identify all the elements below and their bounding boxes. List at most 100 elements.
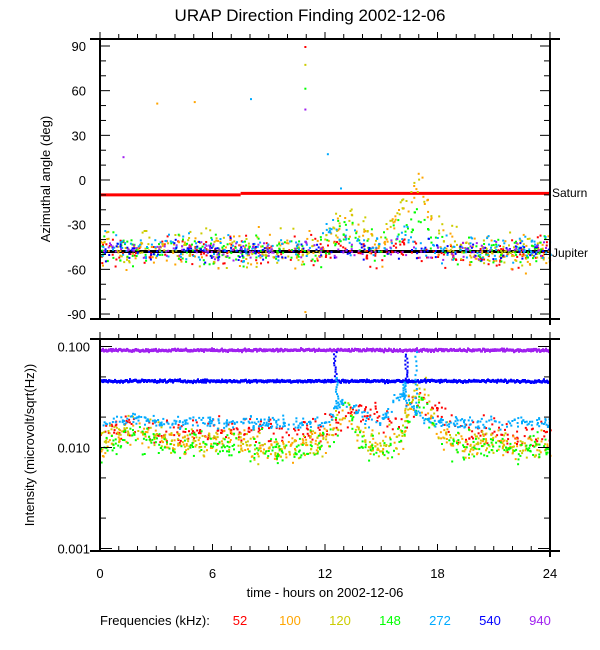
intensity-point-100 [384,435,387,438]
azimuth-point-148 [387,252,390,255]
intensity-point-148 [431,421,434,424]
intensity-point-148 [361,435,364,438]
intensity-point-272 [275,420,278,422]
intensity-point-148 [528,444,531,447]
intensity-point-272 [524,421,526,424]
azimuth-point-100 [101,241,104,244]
azimuth-point-540 [472,243,475,246]
azimuth-point-540 [261,249,264,251]
azimuth-point-940 [437,246,440,249]
intensity-point-148 [517,458,520,461]
intensity-burst-540 [406,369,409,372]
azimuth-point-272 [533,240,536,243]
intensity-point-272 [338,403,341,406]
azimuth-point-940 [111,245,114,248]
azimuth-point-940 [350,243,353,246]
azimuth-point-272 [219,238,222,240]
intensity-point-148 [329,428,332,431]
intensity-point-148 [428,426,431,429]
intensity-point-540 [197,378,199,382]
azimuth-point-940 [114,250,117,253]
intensity-point-540 [201,380,203,384]
intensity-point-120 [338,418,341,421]
azimuth-point-272 [297,248,300,251]
intensity-point-148 [517,453,520,456]
intensity-point-52 [111,425,114,428]
azimuth-point-148 [410,218,413,221]
azimuth-point-52 [365,257,368,260]
intensity-point-120 [109,424,112,427]
intensity-point-148 [498,445,501,448]
intensity-burst-540 [406,361,409,364]
azimuth-point-100 [119,250,122,252]
intensity-point-272 [428,420,431,423]
azimuth-point-100 [228,242,231,245]
intensity-point-272 [414,412,417,414]
intensity-point-272 [546,426,549,428]
azimuth-point-272 [241,240,244,243]
intensity-point-272 [106,423,108,426]
azimuth-y-tick-label: -60 [67,262,86,277]
intensity-point-272 [405,399,408,402]
intensity-point-52 [269,439,272,442]
intensity-point-100 [469,450,472,453]
intensity-point-272 [261,423,264,426]
intensity-point-100 [210,443,213,446]
intensity-point-52 [376,416,379,419]
azimuth-point-540 [128,256,131,259]
intensity-point-148 [421,398,424,401]
intensity-point-148 [145,438,148,441]
intensity-point-148 [146,427,149,430]
intensity-point-148 [157,452,160,454]
intensity-point-148 [192,446,194,448]
intensity-point-148 [513,449,516,452]
intensity-point-120 [413,389,416,392]
intensity-point-272 [455,417,458,420]
intensity-point-272 [419,414,422,417]
azimuth-point-148 [244,240,246,243]
intensity-point-100 [435,432,438,435]
intensity-point-272 [144,416,147,419]
azimuth-point-272 [357,238,360,241]
intensity-point-52 [311,438,314,441]
intensity-point-148 [219,450,221,453]
azimuth-point-100 [147,249,150,252]
azimuth-point-540 [317,246,320,249]
azimuth-point-272 [146,246,148,248]
azimuth-outlier-52 [304,46,307,48]
intensity-point-148 [114,438,117,441]
intensity-point-148 [238,451,240,454]
intensity-point-100 [323,427,326,430]
intensity-point-120 [316,436,319,439]
intensity-point-148 [163,438,166,441]
intensity-point-148 [487,443,490,446]
intensity-point-272 [426,418,429,420]
azimuth-point-272 [115,234,118,237]
azimuth-point-120 [416,191,419,193]
intensity-burst-272 [403,396,406,399]
intensity-point-100 [410,408,413,410]
intensity-burst-272 [336,383,339,386]
azimuth-point-148 [191,249,194,252]
intensity-point-120 [176,438,179,441]
intensity-point-52 [496,434,499,437]
azimuth-point-940 [246,248,249,251]
intensity-point-148 [360,445,363,448]
azimuth-point-540 [315,248,318,251]
azimuth-point-272 [295,245,298,248]
azimuth-point-272 [487,235,490,238]
azimuth-point-120 [509,252,512,254]
azimuth-point-148 [201,245,204,248]
intensity-point-148 [253,453,256,455]
azimuth-point-272 [354,229,356,232]
intensity-point-100 [382,452,384,455]
azimuth-point-272 [121,247,124,249]
azimuth-point-100 [525,244,528,247]
intensity-point-120 [534,444,537,447]
azimuth-point-272 [112,248,114,251]
intensity-point-100 [326,441,329,444]
azimuth-point-148 [122,239,125,242]
azimuth-point-940 [132,249,135,252]
intensity-point-52 [180,425,183,428]
intensity-point-272 [125,421,128,424]
